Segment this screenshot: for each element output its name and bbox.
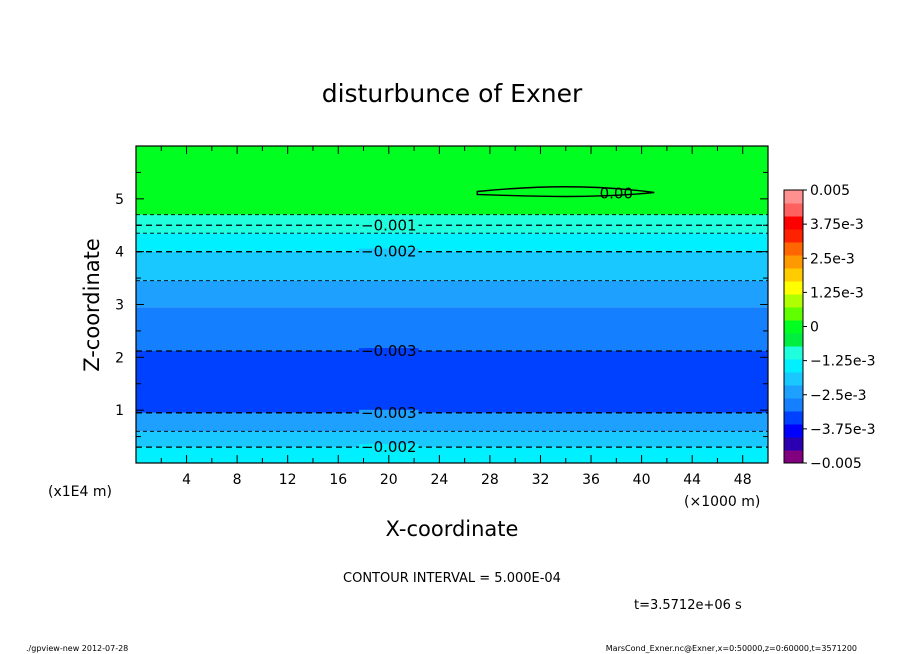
colorbar-swatch-2 [784, 424, 803, 438]
zero-contour-label: 0.00 [600, 184, 633, 202]
contour-lines: −0.002 −0.003 −0.003 −0.002 −0.001 0.00 [136, 184, 768, 456]
contour-label-7: −0.001 [361, 216, 417, 234]
x-tick-label-4: 4 [182, 472, 191, 488]
footer-right-text: MarsCond_Exner.nc@Exner,x=0:50000,z=0:60… [606, 644, 857, 653]
y-tick-labels: 1 2 3 4 5 [115, 192, 124, 419]
contour-label-bg-3 [359, 347, 419, 354]
colorbar-swatch-9 [784, 333, 803, 347]
colorbar-swatch-5 [784, 385, 803, 399]
axis-ticks [136, 146, 768, 463]
colorbar-swatch-4 [784, 398, 803, 412]
colorbar-swatch-17 [784, 229, 803, 243]
fill-band-5 [136, 280, 768, 308]
y-tick-label-5: 5 [115, 192, 124, 208]
colorbar-swatch-16 [784, 242, 803, 256]
colorbar-label-1: 3.75e-3 [810, 217, 864, 233]
colorbar-label-3: 1.25e-3 [810, 285, 864, 301]
contour-label-bg-2 [359, 409, 419, 416]
colorbar-swatch-3 [784, 411, 803, 425]
colorbar-swatch-14 [784, 268, 803, 282]
fill-band-4 [136, 307, 768, 351]
colorbar-label-0: 0.005 [810, 183, 850, 199]
colorbar-swatch-0 [784, 450, 803, 464]
time-text: t=3.5712e+06 s [634, 598, 742, 613]
colorbar-swatch-8 [784, 346, 803, 360]
contour-label-2: −0.003 [361, 404, 417, 422]
x-tick-label-8: 8 [233, 472, 242, 488]
colorbar-swatch-12 [784, 294, 803, 308]
y-tick-label-2: 2 [115, 350, 124, 366]
x-tick-label-40: 40 [633, 472, 651, 488]
colorbar-label-2: 2.5e-3 [810, 251, 855, 267]
contour-label-5: −0.002 [361, 243, 417, 261]
fill-band-2 [136, 412, 768, 432]
x-tick-label-44: 44 [683, 472, 701, 488]
colorbar-swatch-10 [784, 320, 803, 334]
contour-label-bg-7 [359, 222, 419, 229]
colorbar-swatch-18 [784, 216, 803, 230]
colorbar-swatch-6 [784, 372, 803, 386]
colorbar-swatch-1 [784, 437, 803, 451]
colorbar-label-8: −0.005 [810, 456, 862, 472]
colorbar [783, 189, 804, 464]
x-tick-label-28: 28 [481, 472, 499, 488]
footer-left-text: ./gpview-new 2012-07-28 [26, 644, 128, 653]
colorbar-label-5: −1.25e-3 [810, 354, 875, 370]
fill-band-3 [136, 350, 768, 413]
y-axis-title: Z-coordinate [80, 238, 104, 372]
x-unit-label: (×1000 m) [684, 494, 760, 510]
colorbar-swatch-13 [784, 281, 803, 295]
x-axis-title: X-coordinate [386, 517, 519, 541]
fill-band-0 [136, 447, 768, 463]
colorbar-label-4: 0 [810, 320, 819, 336]
fill-band-8 [136, 214, 768, 234]
colorbar-swatch-15 [784, 255, 803, 269]
y-tick-label-1: 1 [115, 403, 124, 419]
colorbar-swatch-19 [784, 203, 803, 217]
x-tick-label-20: 20 [380, 472, 398, 488]
colorbar-label-7: −3.75e-3 [810, 422, 875, 438]
colorbar-swatch-20 [784, 190, 803, 204]
x-tick-label-48: 48 [734, 472, 752, 488]
fill-band-1 [136, 431, 768, 448]
y-tick-label-4: 4 [115, 245, 124, 261]
colorbar-label-6: −2.5e-3 [810, 388, 867, 404]
x-tick-label-16: 16 [329, 472, 347, 488]
x-tick-labels: 4 8 12 16 20 24 28 32 36 40 44 48 [182, 472, 752, 488]
zero-contour-line [476, 186, 655, 198]
x-tick-label-32: 32 [532, 472, 550, 488]
contour-label-3: −0.003 [361, 342, 417, 360]
fill-band-6 [136, 251, 768, 281]
contour-label-0: −0.002 [361, 438, 417, 456]
contour-label-bg-5 [359, 248, 419, 255]
x-tick-label-12: 12 [279, 472, 297, 488]
y-unit-label: (x1E4 m) [48, 484, 112, 500]
filled-contour-bands [136, 146, 768, 463]
colorbar-labels: 0.005 3.75e-3 2.5e-3 1.25e-3 0 −1.25e-3 −2.5e-… [803, 183, 875, 472]
contour-interval-text: CONTOUR INTERVAL = 5.000E-04 [343, 571, 561, 586]
x-tick-label-36: 36 [582, 472, 600, 488]
contour-label-bg-0 [359, 444, 419, 451]
colorbar-swatch-7 [784, 359, 803, 373]
fill-band-7 [136, 233, 768, 252]
chart-title: disturbunce of Exner [322, 79, 583, 108]
y-tick-label-3: 3 [115, 298, 124, 314]
fill-band-9 [136, 146, 768, 215]
x-tick-label-24: 24 [430, 472, 448, 488]
colorbar-swatch-11 [784, 307, 803, 321]
